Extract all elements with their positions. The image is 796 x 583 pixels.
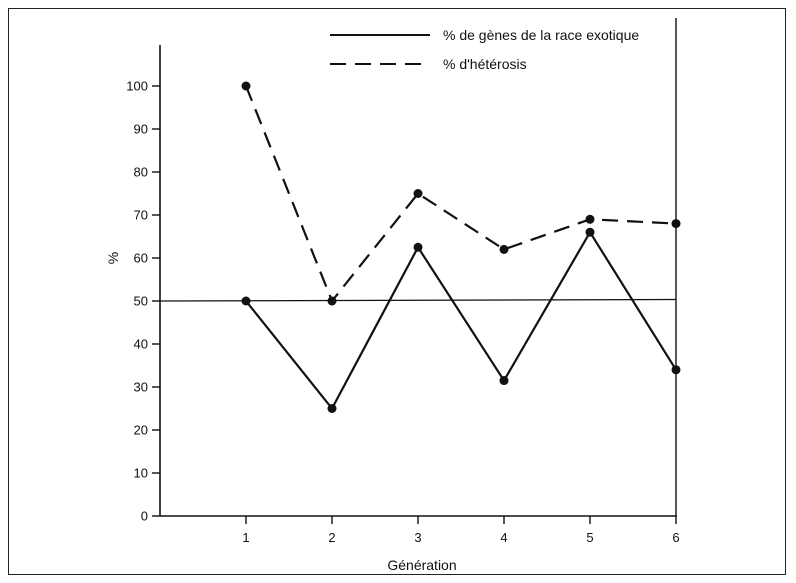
y-tick-label: 0	[141, 509, 148, 524]
legend-label-1: % de gènes de la race exotique	[443, 27, 639, 43]
y-tick-label: 60	[134, 251, 148, 266]
legend-label-2: % d'hétérosis	[443, 56, 527, 72]
data-point	[241, 81, 251, 91]
chart-frame	[8, 8, 786, 575]
y-tick-label: 80	[134, 165, 148, 180]
y-tick-label: 20	[134, 423, 148, 438]
axes: 0 10 20 30 40 50 60 70 80 90 100 1 2 3 4 5 6	[126, 18, 680, 545]
data-point	[499, 244, 509, 254]
data-point	[499, 376, 509, 386]
reference-line-50	[159, 298, 677, 302]
data-point	[585, 214, 595, 224]
x-tick-label: 6	[672, 530, 679, 545]
x-tick-label: 1	[242, 530, 249, 545]
data-point	[327, 296, 337, 306]
y-axis-title: %	[105, 252, 121, 264]
y-tick-label: 50	[134, 294, 148, 309]
data-point	[585, 227, 595, 237]
y-tick-label: 10	[134, 466, 148, 481]
x-tick-label: 2	[328, 530, 335, 545]
x-tick-label: 3	[414, 530, 421, 545]
series-group	[241, 81, 681, 413]
data-point	[241, 296, 251, 306]
y-tick-label: 100	[126, 79, 148, 94]
x-axis-title: Génération	[387, 557, 456, 573]
x-tick-label: 4	[500, 530, 507, 545]
reference-line-group	[159, 298, 677, 302]
y-tick-label: 40	[134, 337, 148, 352]
data-point	[671, 365, 681, 375]
data-point	[413, 242, 423, 252]
data-point	[671, 219, 681, 229]
y-tick-label: 90	[134, 122, 148, 137]
y-tick-label: 30	[134, 380, 148, 395]
series-line-1	[245, 230, 677, 411]
series-line-2	[244, 85, 677, 304]
data-point	[413, 189, 423, 198]
legend: % de gènes de la race exotique % d'hétéro…	[330, 27, 639, 72]
data-point	[327, 404, 337, 413]
y-tick-label: 70	[134, 208, 148, 223]
x-tick-label: 5	[586, 530, 593, 545]
